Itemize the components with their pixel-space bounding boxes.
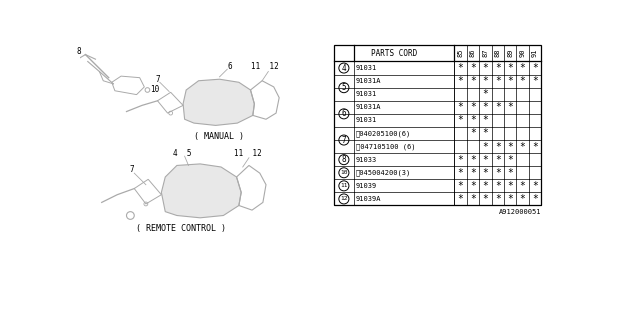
Text: 91031: 91031 bbox=[356, 65, 377, 71]
Text: 11  12: 11 12 bbox=[251, 62, 278, 71]
Text: ( MANUAL ): ( MANUAL ) bbox=[195, 132, 244, 141]
Text: *: * bbox=[507, 155, 513, 165]
Text: 7: 7 bbox=[155, 75, 160, 84]
Polygon shape bbox=[183, 79, 254, 125]
Text: *: * bbox=[495, 63, 500, 73]
Text: 10: 10 bbox=[340, 170, 348, 175]
Text: Ⓢ040205100(6): Ⓢ040205100(6) bbox=[356, 130, 411, 137]
Text: *: * bbox=[532, 63, 538, 73]
Text: *: * bbox=[507, 63, 513, 73]
Text: 7: 7 bbox=[130, 165, 134, 174]
Text: 11: 11 bbox=[340, 183, 348, 188]
Text: *: * bbox=[458, 155, 463, 165]
Text: *: * bbox=[458, 194, 463, 204]
Text: *: * bbox=[520, 63, 525, 73]
Text: 4: 4 bbox=[342, 64, 346, 73]
Text: 4  5: 4 5 bbox=[173, 148, 191, 158]
Text: *: * bbox=[507, 76, 513, 86]
Bar bbox=[334, 44, 541, 205]
Text: 8: 8 bbox=[342, 155, 346, 164]
Text: *: * bbox=[532, 76, 538, 86]
Text: 86: 86 bbox=[470, 49, 476, 57]
Text: *: * bbox=[470, 181, 476, 191]
Text: *: * bbox=[507, 102, 513, 112]
Text: 89: 89 bbox=[507, 49, 513, 57]
Text: *: * bbox=[483, 129, 488, 139]
Text: *: * bbox=[507, 181, 513, 191]
Text: *: * bbox=[470, 76, 476, 86]
Text: *: * bbox=[483, 168, 488, 178]
Text: 91: 91 bbox=[532, 49, 538, 57]
Text: 91039A: 91039A bbox=[356, 196, 381, 202]
Text: *: * bbox=[495, 181, 500, 191]
Text: *: * bbox=[532, 181, 538, 191]
Text: 90: 90 bbox=[520, 49, 525, 57]
Text: 10: 10 bbox=[150, 85, 160, 94]
Text: 91039: 91039 bbox=[356, 183, 377, 189]
Text: *: * bbox=[470, 194, 476, 204]
Text: *: * bbox=[470, 129, 476, 139]
Text: *: * bbox=[483, 155, 488, 165]
Text: *: * bbox=[507, 194, 513, 204]
Text: *: * bbox=[532, 194, 538, 204]
Text: 11  12: 11 12 bbox=[234, 148, 261, 158]
Text: 12: 12 bbox=[340, 196, 348, 202]
Text: *: * bbox=[483, 194, 488, 204]
Text: *: * bbox=[470, 168, 476, 178]
Text: 6: 6 bbox=[227, 62, 232, 71]
Text: *: * bbox=[495, 194, 500, 204]
Text: *: * bbox=[458, 168, 463, 178]
Text: *: * bbox=[483, 76, 488, 86]
Text: *: * bbox=[495, 76, 500, 86]
Text: *: * bbox=[458, 116, 463, 125]
Text: *: * bbox=[483, 102, 488, 112]
Text: *: * bbox=[483, 89, 488, 99]
Text: *: * bbox=[470, 116, 476, 125]
Text: *: * bbox=[483, 63, 488, 73]
Text: *: * bbox=[458, 76, 463, 86]
Text: *: * bbox=[458, 63, 463, 73]
Text: ( REMOTE CONTROL ): ( REMOTE CONTROL ) bbox=[136, 224, 226, 233]
Text: *: * bbox=[483, 116, 488, 125]
Text: *: * bbox=[495, 155, 500, 165]
Text: Ⓢ047105100 (6): Ⓢ047105100 (6) bbox=[356, 143, 415, 150]
Text: *: * bbox=[520, 194, 525, 204]
Text: 88: 88 bbox=[495, 49, 500, 57]
Text: 8: 8 bbox=[77, 47, 81, 56]
Text: 91031: 91031 bbox=[356, 117, 377, 124]
Text: *: * bbox=[470, 63, 476, 73]
Text: 91031A: 91031A bbox=[356, 104, 381, 110]
Text: A912000051: A912000051 bbox=[499, 209, 541, 215]
Text: *: * bbox=[520, 76, 525, 86]
Text: *: * bbox=[532, 141, 538, 152]
Text: *: * bbox=[458, 102, 463, 112]
Text: *: * bbox=[507, 168, 513, 178]
Text: *: * bbox=[520, 141, 525, 152]
Text: *: * bbox=[483, 181, 488, 191]
Text: 91031: 91031 bbox=[356, 91, 377, 97]
Text: *: * bbox=[495, 102, 500, 112]
Polygon shape bbox=[161, 164, 241, 218]
Text: *: * bbox=[483, 141, 488, 152]
Text: *: * bbox=[507, 141, 513, 152]
Text: Ⓢ045004200(3): Ⓢ045004200(3) bbox=[356, 170, 411, 176]
Text: 6: 6 bbox=[342, 109, 346, 118]
Text: *: * bbox=[470, 102, 476, 112]
Text: *: * bbox=[520, 181, 525, 191]
Text: *: * bbox=[495, 141, 500, 152]
Text: *: * bbox=[458, 181, 463, 191]
Text: 91031A: 91031A bbox=[356, 78, 381, 84]
Text: PARTS CORD: PARTS CORD bbox=[371, 49, 417, 58]
Text: *: * bbox=[495, 168, 500, 178]
Text: 87: 87 bbox=[483, 49, 488, 57]
Text: *: * bbox=[470, 155, 476, 165]
Text: 5: 5 bbox=[342, 83, 346, 92]
Text: 85: 85 bbox=[458, 49, 463, 57]
Text: 7: 7 bbox=[342, 136, 346, 145]
Text: 91033: 91033 bbox=[356, 157, 377, 163]
